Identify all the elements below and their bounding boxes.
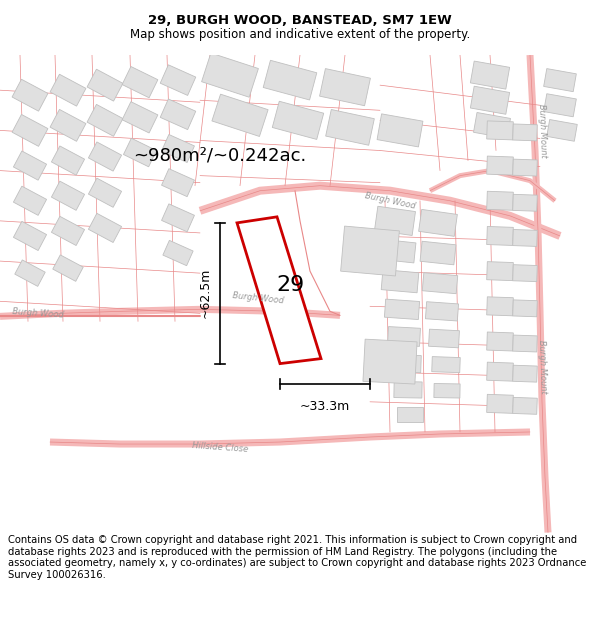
- Text: Burgh Wood: Burgh Wood: [232, 291, 284, 306]
- Polygon shape: [263, 60, 317, 100]
- Polygon shape: [13, 151, 47, 180]
- Polygon shape: [272, 101, 324, 139]
- Polygon shape: [487, 121, 514, 140]
- Polygon shape: [487, 332, 514, 351]
- Polygon shape: [394, 381, 422, 398]
- Polygon shape: [473, 112, 511, 138]
- Polygon shape: [513, 194, 537, 211]
- Polygon shape: [341, 226, 400, 276]
- Polygon shape: [374, 206, 415, 236]
- Polygon shape: [544, 69, 577, 92]
- Polygon shape: [12, 114, 48, 146]
- Polygon shape: [161, 169, 194, 197]
- Polygon shape: [88, 213, 122, 243]
- Polygon shape: [487, 156, 514, 175]
- Polygon shape: [124, 138, 157, 167]
- Polygon shape: [428, 329, 460, 348]
- Polygon shape: [547, 119, 577, 141]
- Polygon shape: [513, 335, 537, 352]
- Polygon shape: [397, 408, 423, 422]
- Polygon shape: [544, 94, 577, 117]
- Text: ~980m²/~0.242ac.: ~980m²/~0.242ac.: [133, 146, 307, 164]
- Text: 29, BURGH WOOD, BANSTEAD, SM7 1EW: 29, BURGH WOOD, BANSTEAD, SM7 1EW: [148, 14, 452, 27]
- Polygon shape: [212, 94, 268, 136]
- Polygon shape: [487, 262, 514, 281]
- Text: Map shows position and indicative extent of the property.: Map shows position and indicative extent…: [130, 28, 470, 41]
- Polygon shape: [13, 186, 47, 216]
- Text: Burgh Wood: Burgh Wood: [364, 191, 416, 211]
- Polygon shape: [15, 260, 45, 286]
- Polygon shape: [13, 221, 47, 251]
- Polygon shape: [420, 241, 456, 265]
- Polygon shape: [378, 239, 416, 263]
- Polygon shape: [487, 226, 514, 246]
- Polygon shape: [326, 109, 374, 145]
- Polygon shape: [160, 99, 196, 129]
- Polygon shape: [88, 142, 122, 171]
- Text: Hillside Close: Hillside Close: [191, 441, 248, 454]
- Polygon shape: [237, 217, 321, 364]
- Polygon shape: [52, 216, 85, 246]
- Polygon shape: [50, 74, 86, 106]
- Polygon shape: [513, 398, 537, 414]
- Text: ~33.3m: ~33.3m: [300, 400, 350, 412]
- Text: Contains OS data © Crown copyright and database right 2021. This information is : Contains OS data © Crown copyright and d…: [8, 535, 586, 580]
- Polygon shape: [388, 327, 421, 346]
- Polygon shape: [163, 241, 193, 266]
- Polygon shape: [513, 159, 537, 176]
- Polygon shape: [52, 146, 85, 175]
- Text: Burgh Wood: Burgh Wood: [12, 307, 64, 319]
- Polygon shape: [160, 65, 196, 96]
- Polygon shape: [527, 55, 551, 532]
- Polygon shape: [122, 102, 158, 133]
- Polygon shape: [87, 69, 123, 101]
- Polygon shape: [50, 429, 530, 448]
- Polygon shape: [513, 124, 537, 141]
- Polygon shape: [487, 362, 514, 381]
- Polygon shape: [432, 357, 460, 372]
- Polygon shape: [12, 79, 48, 111]
- Polygon shape: [88, 178, 122, 208]
- Polygon shape: [53, 255, 83, 281]
- Polygon shape: [434, 384, 460, 398]
- Polygon shape: [391, 354, 421, 372]
- Polygon shape: [122, 66, 158, 98]
- Polygon shape: [419, 209, 457, 236]
- Polygon shape: [487, 297, 514, 316]
- Polygon shape: [470, 61, 509, 89]
- Polygon shape: [199, 182, 562, 239]
- Polygon shape: [381, 269, 419, 292]
- Polygon shape: [385, 299, 419, 319]
- Polygon shape: [513, 229, 537, 246]
- Polygon shape: [320, 69, 370, 106]
- Polygon shape: [363, 339, 417, 384]
- Polygon shape: [425, 302, 458, 321]
- Polygon shape: [470, 86, 509, 114]
- Polygon shape: [487, 191, 514, 210]
- Polygon shape: [50, 109, 86, 141]
- Polygon shape: [513, 264, 537, 282]
- Text: Burgh Mount: Burgh Mount: [536, 103, 547, 158]
- Polygon shape: [513, 365, 537, 382]
- Polygon shape: [487, 394, 514, 413]
- Polygon shape: [513, 300, 537, 317]
- Text: Burgh Mount: Burgh Mount: [536, 339, 547, 394]
- Polygon shape: [161, 134, 194, 162]
- Polygon shape: [429, 168, 557, 202]
- Polygon shape: [161, 204, 194, 232]
- Text: ~62.5m: ~62.5m: [199, 268, 212, 318]
- Polygon shape: [0, 306, 340, 320]
- Polygon shape: [422, 272, 458, 294]
- Text: 29: 29: [277, 276, 305, 296]
- Polygon shape: [87, 104, 123, 136]
- Polygon shape: [52, 181, 85, 211]
- Polygon shape: [202, 53, 259, 98]
- Polygon shape: [377, 114, 423, 147]
